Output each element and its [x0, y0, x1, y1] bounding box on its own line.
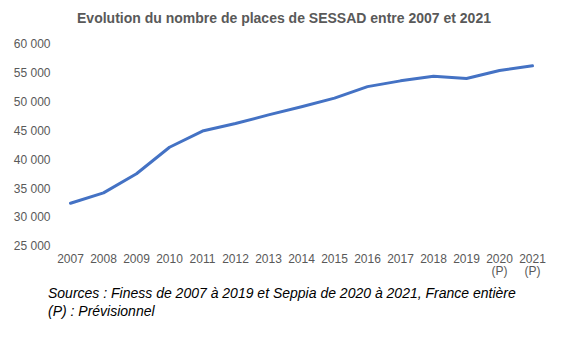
svg-text:2015: 2015 — [321, 252, 348, 266]
svg-text:55 000: 55 000 — [14, 66, 51, 80]
html-text:Sources : Finess de 2007 à 201: Sources : Finess de 2007 à 2019 et Seppi… — [48, 285, 516, 301]
svg-text:2020(P): 2020(P) — [486, 252, 513, 278]
svg-text:25 000: 25 000 — [14, 239, 51, 253]
svg-text:30 000: 30 000 — [14, 210, 51, 224]
svg-text:2017: 2017 — [387, 252, 414, 266]
html-text:Evolution du nombre de places: Evolution du nombre de places de SESSAD … — [77, 10, 491, 26]
svg-text:2010: 2010 — [156, 252, 183, 266]
svg-text:2014: 2014 — [288, 252, 315, 266]
svg-text:2013: 2013 — [255, 252, 282, 266]
svg-text:2012: 2012 — [222, 252, 249, 266]
html-text:(P) : Prévisionnel: (P) : Prévisionnel — [48, 303, 155, 319]
svg-text:2018: 2018 — [420, 252, 447, 266]
svg-text:40 000: 40 000 — [14, 153, 51, 167]
svg-text:2007: 2007 — [57, 252, 84, 266]
svg-text:2008: 2008 — [90, 252, 117, 266]
svg-text:60 000: 60 000 — [14, 37, 51, 51]
svg-text:2021(P): 2021(P) — [519, 252, 546, 278]
svg-text:2019: 2019 — [453, 252, 480, 266]
svg-text:2016: 2016 — [354, 252, 381, 266]
svg-text:35 000: 35 000 — [14, 182, 51, 196]
svg-text:2011: 2011 — [190, 252, 216, 266]
svg-text:2009: 2009 — [123, 252, 150, 266]
svg-text:50 000: 50 000 — [14, 95, 51, 109]
svg-text:45 000: 45 000 — [14, 124, 51, 138]
